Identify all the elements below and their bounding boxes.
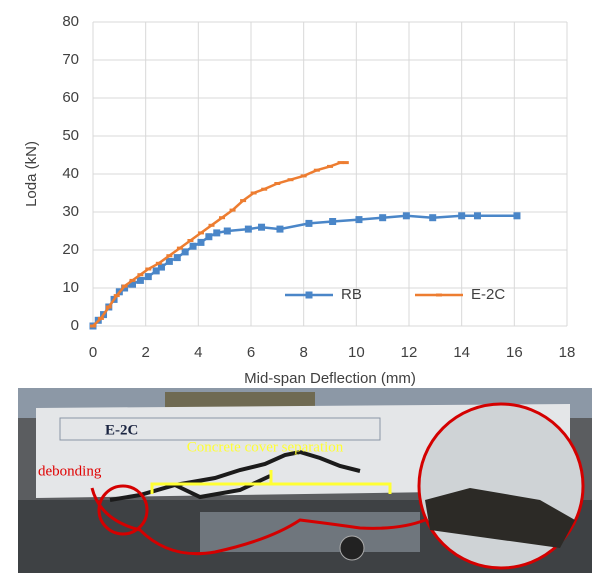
- chart-background: [0, 0, 596, 385]
- figure: Mid-span Deflection (mm) Loda (kN) 01020…: [0, 0, 596, 573]
- data-point: [305, 220, 312, 227]
- page: {"chart_data": {"type": "line", "x_label…: [0, 0, 596, 573]
- photo: E-2C Concrete cover separation debonding: [18, 388, 592, 573]
- data-point: [174, 254, 181, 261]
- data-point: [403, 212, 410, 219]
- data-point: [130, 279, 136, 282]
- data-point: [106, 306, 112, 309]
- x-tick-label: 12: [401, 344, 418, 361]
- y-tick-label: 50: [62, 127, 79, 144]
- data-point: [114, 294, 120, 297]
- x-tick-label: 10: [348, 344, 365, 361]
- data-point: [156, 262, 162, 265]
- y-tick-label: 30: [62, 203, 79, 220]
- separation-label: Concrete cover separation: [187, 439, 344, 455]
- data-point: [513, 212, 520, 219]
- data-point: [288, 178, 294, 181]
- data-point: [274, 182, 280, 185]
- data-point: [276, 226, 283, 233]
- data-point: [198, 231, 204, 234]
- data-point: [145, 273, 152, 280]
- y-tick-label: 40: [62, 165, 79, 182]
- data-point: [258, 224, 265, 231]
- x-tick-label: 4: [194, 344, 202, 361]
- data-point: [458, 212, 465, 219]
- legend-label: E-2C: [471, 286, 505, 303]
- data-point: [251, 192, 257, 195]
- y-tick-label: 80: [62, 13, 79, 30]
- data-point: [213, 229, 220, 236]
- x-tick-label: 2: [141, 344, 149, 361]
- data-point: [166, 254, 172, 257]
- y-axis-label: Loda (kN): [23, 141, 40, 207]
- debonding-label: debonding: [38, 463, 102, 479]
- data-point: [219, 216, 225, 219]
- legend-marker: [306, 292, 313, 299]
- x-tick-label: 0: [89, 344, 97, 361]
- data-point: [355, 216, 362, 223]
- data-point: [301, 174, 307, 177]
- y-tick-label: 70: [62, 51, 79, 68]
- x-axis-label: Mid-span Deflection (mm): [244, 370, 416, 387]
- data-point: [343, 161, 349, 164]
- x-tick-label: 8: [299, 344, 307, 361]
- data-point: [379, 214, 386, 221]
- x-tick-label: 14: [453, 344, 470, 361]
- data-point: [187, 239, 193, 242]
- data-point: [90, 325, 96, 328]
- data-point: [230, 209, 236, 212]
- data-point: [314, 169, 320, 172]
- data-point: [98, 317, 104, 320]
- rig-plate: [200, 512, 420, 552]
- data-point: [327, 165, 333, 168]
- data-point: [224, 228, 231, 235]
- y-tick-label: 10: [62, 279, 79, 296]
- data-point: [145, 268, 151, 271]
- data-point: [261, 188, 267, 191]
- legend-marker: [436, 294, 442, 297]
- legend-label: RB: [341, 286, 362, 303]
- x-tick-label: 6: [247, 344, 255, 361]
- dial-gauge: [340, 536, 364, 560]
- data-point: [190, 243, 197, 250]
- y-tick-label: 0: [71, 317, 79, 334]
- y-tick-label: 20: [62, 241, 79, 258]
- data-point: [329, 218, 336, 225]
- data-point: [177, 247, 183, 250]
- data-point: [245, 226, 252, 233]
- data-point: [137, 273, 143, 276]
- data-point: [209, 224, 215, 227]
- y-tick-label: 60: [62, 89, 79, 106]
- data-point: [122, 285, 128, 288]
- data-point: [474, 212, 481, 219]
- x-tick-label: 16: [506, 344, 523, 361]
- data-point: [240, 199, 246, 202]
- data-point: [197, 239, 204, 246]
- specimen-label: E-2C: [105, 422, 138, 438]
- x-tick-label: 18: [559, 344, 576, 361]
- data-point: [429, 214, 436, 221]
- data-point: [338, 161, 344, 164]
- data-point: [205, 233, 212, 240]
